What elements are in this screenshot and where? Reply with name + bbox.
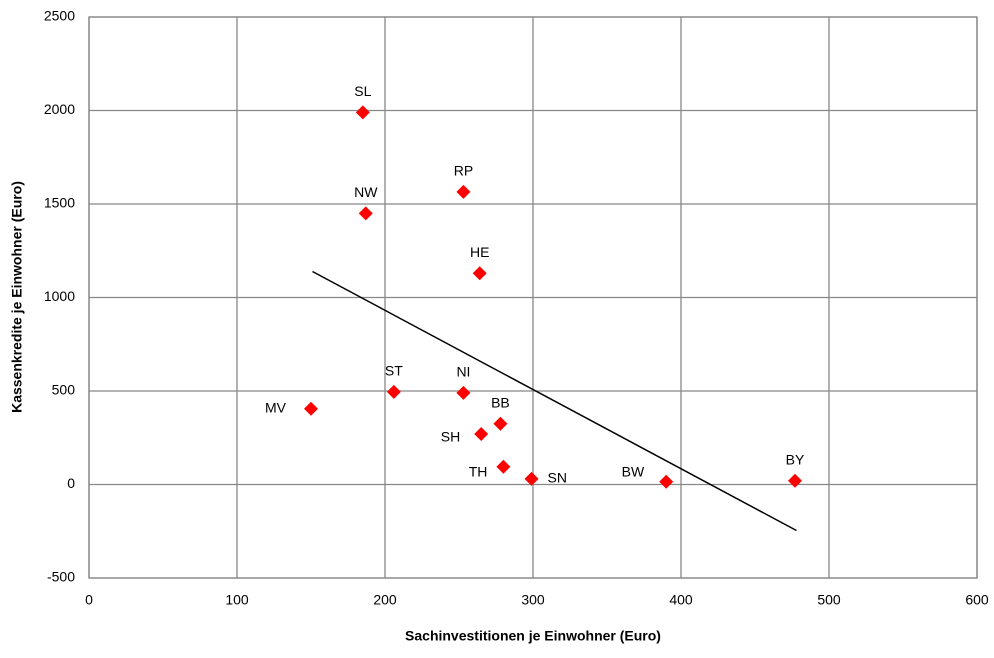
y-tick-label: 1500: [44, 195, 75, 211]
y-tick-label: -500: [47, 569, 75, 585]
data-point: [456, 184, 471, 199]
point-label: BY: [786, 451, 805, 467]
x-tick-label: 400: [669, 592, 693, 608]
x-tick-label: 600: [965, 592, 989, 608]
point-label: NW: [354, 184, 378, 200]
point-label: BB: [491, 394, 510, 410]
point-label: NI: [456, 364, 470, 380]
data-point: [472, 266, 487, 281]
x-tick-label: 500: [817, 592, 841, 608]
data-point: [524, 471, 539, 486]
data-point: [474, 427, 489, 442]
point-label: HE: [470, 244, 489, 260]
data-point: [304, 401, 318, 416]
point-label: BW: [622, 463, 645, 479]
x-axis-title: Sachinvestitionen je Einwohner (Euro): [405, 628, 661, 644]
trend-line: [312, 270, 797, 532]
data-point: [355, 105, 370, 120]
point-label: SH: [441, 429, 460, 445]
data-point: [358, 206, 373, 221]
point-label: MV: [265, 399, 287, 415]
plot-border: [88, 16, 978, 579]
x-tick-label: 100: [225, 592, 249, 608]
x-tick-label: 0: [85, 592, 93, 608]
y-tick-label: 2500: [44, 8, 75, 24]
y-tick-label: 500: [52, 382, 76, 398]
data-point: [659, 474, 674, 489]
data-point: [456, 385, 471, 400]
data-point: [787, 473, 802, 488]
x-tick-label: 200: [373, 592, 397, 608]
y-tick-label: 0: [67, 475, 75, 491]
point-label: SN: [548, 470, 567, 486]
y-tick-label: 1000: [44, 288, 75, 304]
x-tick-label: 300: [521, 592, 545, 608]
data-point: [493, 416, 508, 431]
point-label: RP: [454, 163, 473, 179]
y-axis-title: Kassenkredite je Einwohner (Euro): [9, 181, 25, 413]
point-label: ST: [385, 363, 403, 379]
point-label: SL: [354, 83, 371, 99]
data-point: [496, 459, 511, 474]
y-tick-label: 2000: [44, 101, 75, 117]
data-point: [386, 384, 401, 399]
point-label: TH: [469, 463, 488, 479]
